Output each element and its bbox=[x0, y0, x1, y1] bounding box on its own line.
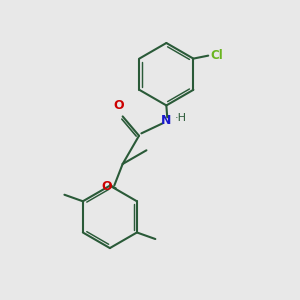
Text: O: O bbox=[114, 99, 124, 112]
Text: ·H: ·H bbox=[175, 113, 187, 123]
Text: Cl: Cl bbox=[210, 49, 223, 62]
Text: N: N bbox=[160, 114, 171, 127]
Text: O: O bbox=[101, 180, 112, 193]
